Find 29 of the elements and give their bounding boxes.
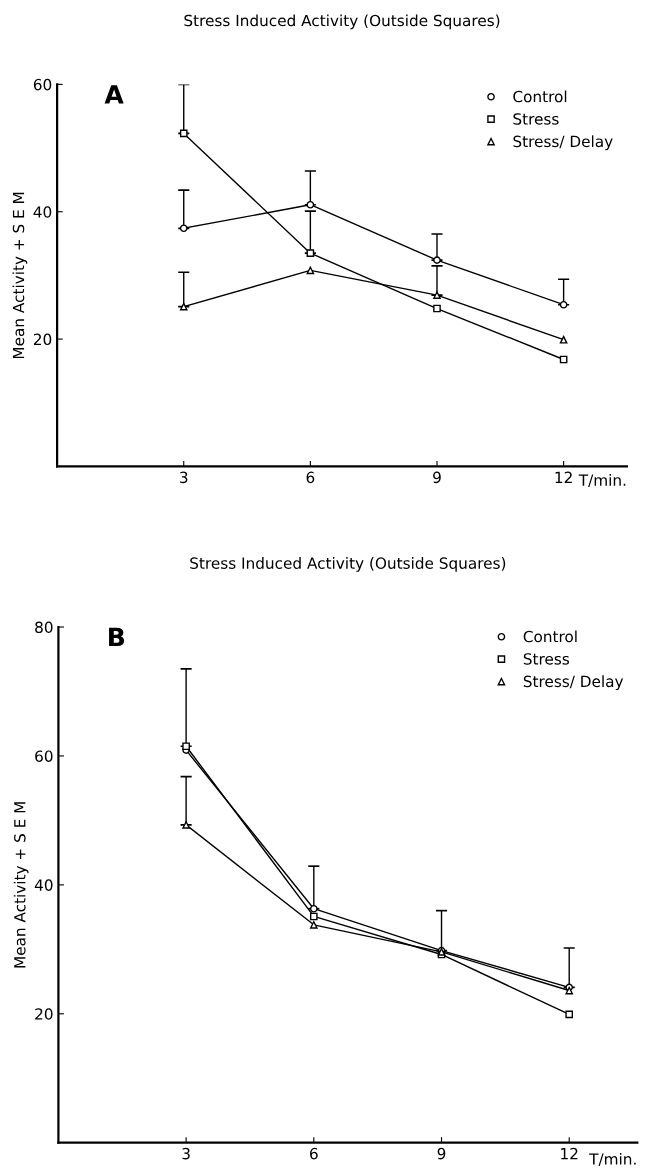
legend-label: Control <box>513 90 567 103</box>
x-tick-label: 6 <box>310 1147 318 1160</box>
y-tick-label: 80 <box>35 621 53 634</box>
x-tick-label: 3 <box>180 471 188 484</box>
annotation: A <box>104 85 124 104</box>
y-axis-title: Mean Activity + S E M <box>13 802 29 968</box>
y-tick-label: 40 <box>33 206 52 218</box>
chart-title: Stress Induced Activity (Outside Squares) <box>190 557 506 572</box>
x-tick-label: 9 <box>437 1147 446 1160</box>
y-tick-label: 20 <box>33 333 52 346</box>
legend-label: Control <box>523 630 577 643</box>
y-tick-label: 60 <box>33 78 52 91</box>
x-tick-label: 12 <box>561 1147 578 1160</box>
x-tick-label: 12 <box>555 471 572 483</box>
legend-label: Stress/ Delay <box>513 135 613 151</box>
x-axis-title: T/min. <box>589 1153 636 1167</box>
chart-title: Stress Induced Activity (Outside Squares) <box>184 14 500 30</box>
y-tick-label: 40 <box>34 879 53 891</box>
y-tick-label: 60 <box>35 750 53 762</box>
x-tick-label: 6 <box>306 471 315 484</box>
y-tick-label: 20 <box>35 1008 53 1020</box>
x-tick-label: 9 <box>433 471 441 484</box>
legend-label: Stress <box>523 653 570 665</box>
legend-label: Stress/ Delay <box>523 675 624 691</box>
annotation: B <box>109 627 125 647</box>
x-tick-label: 3 <box>182 1147 190 1160</box>
y-axis-title: Mean Activity + S E M <box>12 192 28 359</box>
legend-label: Stress <box>513 113 559 125</box>
x-axis-title: T/min. <box>578 474 626 488</box>
